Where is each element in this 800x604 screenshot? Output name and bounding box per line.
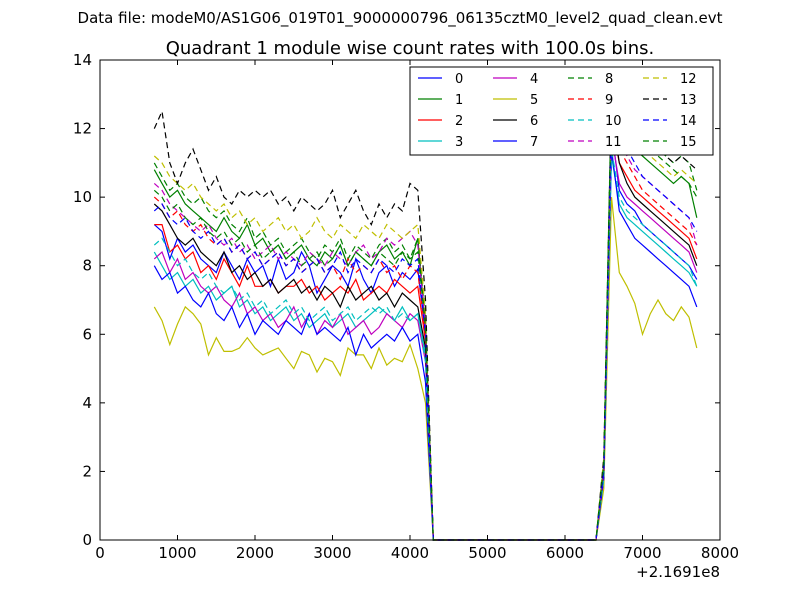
- tick-layer: 0 1000 2000 3000 4000 5000 6000 7000 80000246810…: [73, 51, 739, 562]
- legend-label: 15: [680, 135, 697, 150]
- legend-label: 5: [530, 93, 538, 108]
- legend-entry-10: 10: [568, 114, 622, 129]
- legend-entry-4: 4: [493, 72, 538, 87]
- legend-entry-8: 8: [568, 72, 613, 87]
- legend-label: 13: [680, 93, 697, 108]
- x-tick-label: 6000: [546, 544, 584, 562]
- x-tick-label: 5000: [468, 544, 506, 562]
- legend-label: 11: [605, 135, 622, 150]
- legend-entry-9: 9: [568, 93, 613, 108]
- legend-entry-1: 1: [418, 93, 463, 108]
- legend-label: 1: [455, 93, 463, 108]
- legend-entry-2: 2: [418, 114, 463, 129]
- legend-label: 14: [680, 114, 697, 129]
- y-tick-label: 6: [82, 325, 92, 343]
- legend-label: 7: [530, 135, 538, 150]
- y-tick-label: 8: [82, 257, 92, 275]
- legend-label: 6: [530, 114, 538, 129]
- legend-label: 12: [680, 72, 697, 87]
- legend-entry-15: 15: [643, 135, 697, 150]
- y-tick-label: 4: [82, 394, 92, 412]
- figure-suptitle: Data file: modeM0/AS1G06_019T01_90000007…: [78, 9, 723, 28]
- legend-entry-11: 11: [568, 135, 622, 150]
- y-tick-label: 0: [82, 531, 92, 549]
- y-tick-label: 2: [82, 462, 92, 480]
- x-offset-label: +2.1691e8: [636, 563, 720, 581]
- legend-label: 10: [605, 114, 622, 129]
- legend-box: [409, 66, 714, 156]
- legend-entry-14: 14: [643, 114, 697, 129]
- legend-entry-5: 5: [493, 93, 538, 108]
- x-tick-label: 0: [95, 544, 105, 562]
- y-tick-label: 10: [73, 188, 92, 206]
- legend-label: 2: [455, 114, 463, 129]
- legend-entry-3: 3: [418, 135, 463, 150]
- x-tick-label: 8000: [701, 544, 739, 562]
- legend-label: 3: [455, 135, 463, 150]
- legend-entry-0: 0: [418, 72, 463, 87]
- x-tick-label: 1000: [158, 544, 196, 562]
- legend-entry-7: 7: [493, 135, 538, 150]
- y-tick-label: 14: [73, 51, 92, 69]
- y-tick-label: 12: [73, 120, 92, 138]
- legend-label: 9: [605, 93, 613, 108]
- legend-label: 8: [605, 72, 613, 87]
- x-tick-label: 4000: [391, 544, 429, 562]
- legend-label: 4: [530, 72, 538, 87]
- series-line-15: [153, 92, 698, 541]
- legend-entry-13: 13: [643, 93, 697, 108]
- series-line-10: [153, 149, 698, 541]
- x-tick-label: 3000: [313, 544, 351, 562]
- chart-title: Quadrant 1 module wise count rates with …: [166, 38, 655, 59]
- legend-label: 0: [455, 72, 463, 87]
- x-tick-label: 7000: [623, 544, 661, 562]
- legend-entry-12: 12: [643, 72, 697, 87]
- series-layer: [153, 86, 698, 541]
- legend-entry-6: 6: [493, 114, 538, 129]
- x-tick-label: 2000: [236, 544, 274, 562]
